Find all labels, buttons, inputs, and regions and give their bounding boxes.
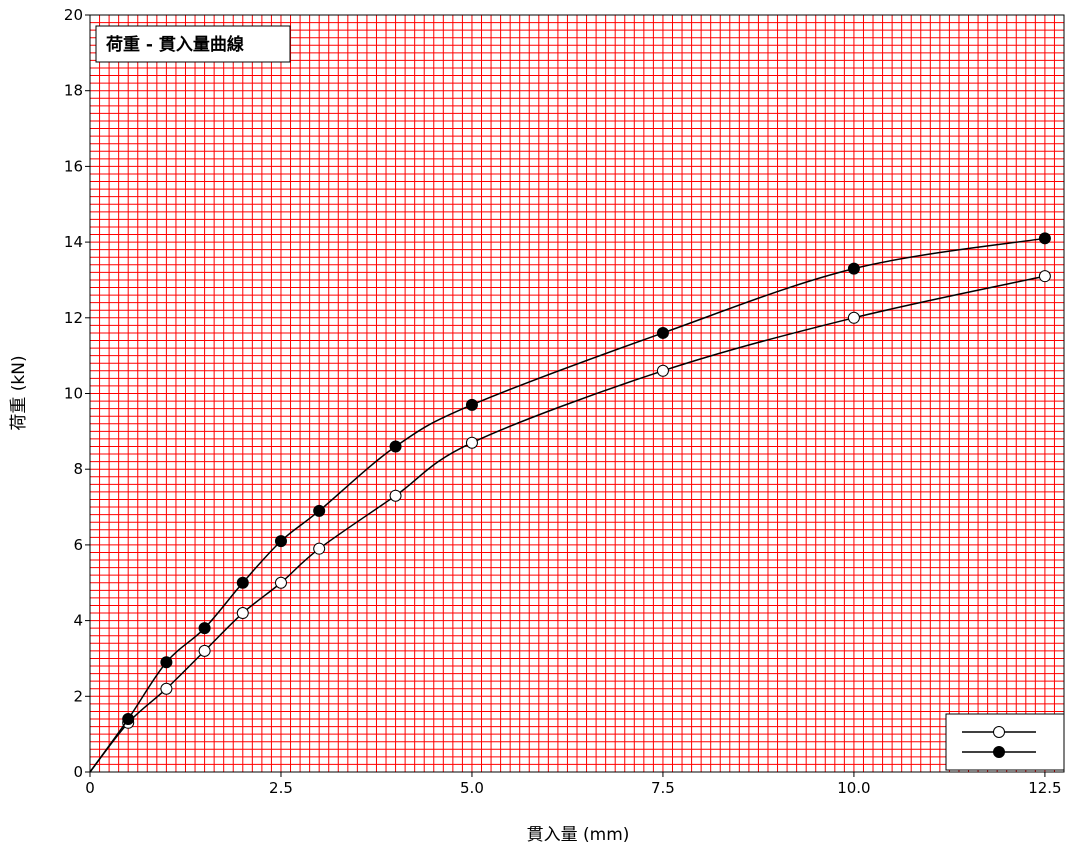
- x-tick-label: 5.0: [460, 779, 484, 797]
- series-2-point: [122, 713, 135, 726]
- legend-marker-series-1: [993, 726, 1005, 738]
- series-2-point: [198, 622, 211, 635]
- series-2-point: [465, 398, 478, 411]
- series-1-point: [236, 607, 249, 620]
- y-axis-label: 荷重 (kN): [9, 355, 29, 430]
- series-1-point: [160, 682, 173, 695]
- y-tick-label: 10: [64, 385, 83, 403]
- series-2-point: [160, 656, 173, 669]
- y-tick-label: 0: [73, 763, 83, 781]
- series-2-point: [847, 262, 860, 275]
- legend-box: [945, 713, 1065, 771]
- y-axis-ticks: 0 2 4 6 8 10 12 14 16 18 20: [64, 6, 90, 781]
- y-tick-label: 20: [64, 6, 83, 24]
- series-2-point: [389, 440, 402, 453]
- series-2-point: [656, 326, 669, 339]
- y-tick-label: 4: [73, 612, 83, 630]
- y-tick-label: 2: [73, 687, 83, 705]
- series-1-point: [656, 364, 669, 377]
- x-tick-label: 0: [85, 779, 95, 797]
- series-1-line: [89, 275, 1046, 773]
- x-tick-label: 2.5: [269, 779, 293, 797]
- legend: [945, 713, 1065, 771]
- y-tick-label: 8: [73, 460, 83, 478]
- x-tick-label: 7.5: [651, 779, 675, 797]
- series-2-point: [274, 535, 287, 548]
- x-tick-label: 12.5: [1028, 779, 1061, 797]
- x-axis-ticks: 0 2.5 5.0 7.5 10.0 12.5: [85, 772, 1062, 797]
- series-1-point: [389, 489, 402, 502]
- legend-marker-series-2: [993, 746, 1005, 758]
- x-axis-label: 貫入量 (mm): [527, 825, 630, 845]
- series-1-point: [847, 311, 860, 324]
- y-tick-label: 16: [64, 157, 83, 175]
- series-1-point: [198, 644, 211, 657]
- series-1-point: [313, 542, 326, 555]
- chart-title-box: 荷重 - 貫入量曲線: [95, 25, 291, 63]
- series-1-point: [274, 576, 287, 589]
- series-1-point: [465, 436, 478, 449]
- title-box-frame: [95, 25, 291, 63]
- series-2-point: [1038, 232, 1051, 245]
- series-2-point: [236, 576, 249, 589]
- y-tick-label: 6: [73, 536, 83, 554]
- y-tick-label: 12: [64, 309, 83, 327]
- y-tick-label: 18: [64, 82, 83, 100]
- y-tick-label: 14: [64, 233, 83, 251]
- series-2-point: [313, 504, 326, 517]
- x-tick-label: 10.0: [837, 779, 870, 797]
- grid: [90, 15, 1064, 772]
- chart-title: 荷重 - 貫入量曲線: [106, 34, 244, 55]
- series-layer: [89, 232, 1051, 773]
- series-1-point: [1038, 270, 1051, 283]
